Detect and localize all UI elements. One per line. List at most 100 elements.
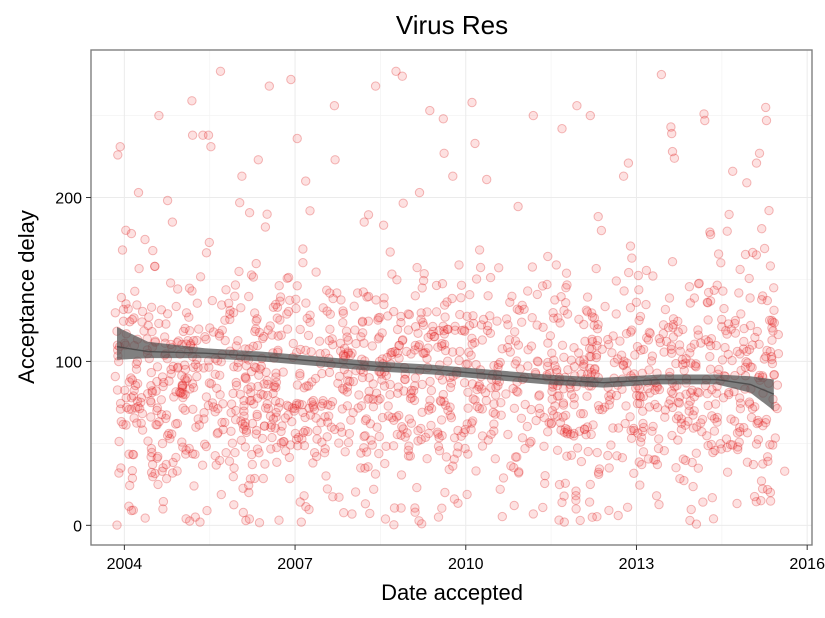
data-point (190, 359, 201, 370)
data-point (571, 504, 581, 514)
data-point (282, 400, 292, 410)
data-point (185, 384, 195, 394)
data-point (189, 481, 199, 491)
data-point (188, 336, 199, 346)
data-point (218, 424, 228, 435)
data-point (562, 280, 572, 290)
data-point (654, 384, 665, 395)
data-point (180, 374, 190, 384)
data-point (283, 272, 294, 283)
data-point (137, 408, 148, 419)
data-point (252, 393, 263, 403)
data-point (767, 315, 777, 325)
data-point (399, 386, 409, 396)
data-point (438, 321, 448, 331)
data-point (238, 483, 248, 493)
data-point (251, 258, 261, 269)
data-point (113, 150, 123, 160)
data-point (435, 395, 446, 406)
data-point (380, 458, 390, 469)
data-point (314, 336, 325, 346)
data-point (710, 445, 720, 456)
data-point (621, 329, 632, 339)
data-point (622, 366, 632, 376)
data-point (497, 344, 507, 354)
data-point (739, 336, 749, 347)
data-point (625, 412, 635, 422)
data-point (732, 428, 743, 438)
data-point (195, 272, 206, 282)
data-point (374, 431, 384, 442)
data-point (650, 399, 660, 410)
data-point (206, 379, 216, 389)
data-point (647, 426, 657, 436)
data-point (174, 387, 185, 397)
data-point (118, 316, 129, 326)
data-point (414, 340, 425, 350)
data-point (605, 395, 615, 405)
data-point (559, 491, 569, 501)
data-point (225, 305, 235, 316)
data-point (416, 423, 426, 434)
data-point (183, 336, 193, 346)
data-point (543, 427, 553, 437)
data-point (751, 497, 761, 507)
data-point (756, 496, 766, 506)
data-point (740, 249, 751, 260)
data-point (433, 342, 443, 352)
data-point (336, 346, 346, 356)
data-point (333, 378, 343, 388)
data-point (434, 446, 445, 456)
data-point (585, 363, 595, 373)
data-point (559, 517, 569, 527)
data-point (276, 426, 286, 437)
data-point (291, 434, 302, 445)
data-point (385, 247, 395, 257)
data-point (459, 325, 469, 335)
data-point (307, 377, 317, 387)
data-point (668, 314, 679, 324)
data-point (650, 385, 660, 395)
data-point (247, 459, 258, 470)
data-point (726, 414, 736, 424)
data-point (693, 330, 703, 340)
data-point (562, 427, 572, 437)
data-point (736, 365, 746, 376)
grid (91, 50, 812, 545)
data-point (278, 367, 288, 377)
data-point (711, 388, 722, 398)
data-point (387, 347, 398, 357)
data-point (762, 452, 773, 462)
data-point (666, 386, 677, 396)
data-point (514, 305, 524, 315)
data-point (582, 292, 593, 302)
data-point (636, 437, 646, 447)
data-point (572, 101, 582, 111)
data-point (147, 326, 157, 337)
data-point (403, 451, 414, 461)
data-point (129, 313, 139, 323)
data-point (177, 370, 187, 381)
data-point (418, 348, 428, 358)
data-point (371, 388, 382, 398)
data-point (316, 401, 326, 411)
data-point (220, 315, 230, 325)
data-point (690, 361, 700, 371)
data-point (482, 174, 492, 185)
data-point (410, 503, 420, 513)
data-point (761, 351, 771, 362)
y-tick-label: 200 (55, 191, 82, 208)
data-point (317, 437, 327, 447)
data-point (159, 377, 169, 388)
data-point (146, 302, 157, 312)
data-point (604, 400, 614, 410)
data-point (714, 364, 724, 375)
data-point (121, 420, 131, 430)
data-point (645, 328, 655, 339)
data-point (131, 359, 142, 369)
data-point (716, 258, 726, 268)
data-point (591, 263, 601, 274)
data-point (250, 308, 260, 318)
data-point (252, 340, 263, 351)
data-point (587, 512, 597, 522)
